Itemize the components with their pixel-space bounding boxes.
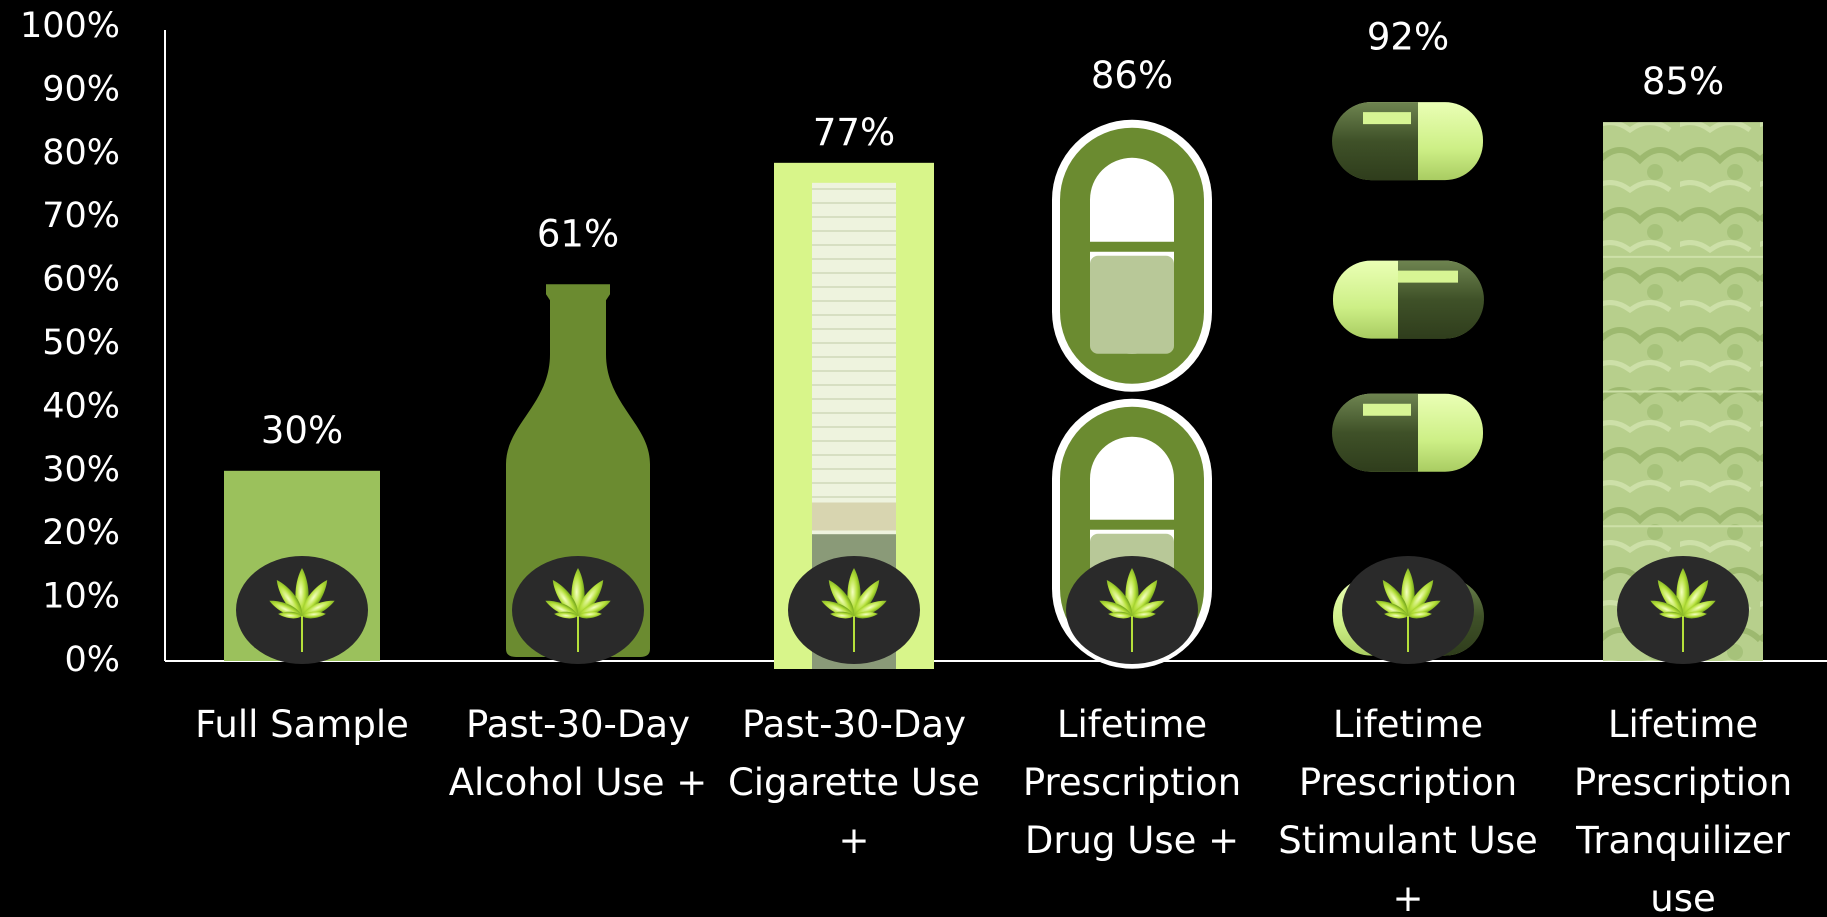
value-label: 85% xyxy=(1642,60,1724,103)
category-label-line: Lifetime xyxy=(1057,703,1207,746)
y-tick-label: 0% xyxy=(64,640,120,680)
bar xyxy=(506,284,650,664)
category-label-line: + xyxy=(1392,877,1423,917)
bar xyxy=(774,162,934,669)
category-label-line: Full Sample xyxy=(195,703,409,746)
pill-divider xyxy=(1090,519,1174,530)
leaf-blade xyxy=(1382,579,1409,616)
bar xyxy=(224,470,380,664)
leaf-blade xyxy=(830,611,854,619)
category-label-line: Stimulant Use xyxy=(1278,819,1538,862)
leaf-blade xyxy=(1132,611,1156,619)
y-tick-label: 20% xyxy=(42,513,120,553)
cannabis-leaf-icon xyxy=(1342,556,1474,664)
value-label: 30% xyxy=(261,409,343,452)
capsule-highlight xyxy=(1398,270,1458,283)
leaf-blade xyxy=(1131,579,1158,616)
leaf-blade xyxy=(554,611,578,619)
value-label: 86% xyxy=(1091,54,1173,97)
bar xyxy=(1603,122,1763,664)
capsule xyxy=(1333,260,1484,339)
leaf-shape xyxy=(1650,568,1716,652)
pill-divider xyxy=(1090,241,1174,252)
bars xyxy=(224,102,1763,669)
value-label: 61% xyxy=(537,212,619,255)
leaf-blade xyxy=(578,611,602,619)
category-label-line: Tranquilizer xyxy=(1575,819,1790,862)
y-tick-label: 70% xyxy=(42,196,120,236)
leaf-blade xyxy=(278,611,302,619)
category-label-line: Cigarette Use xyxy=(728,761,980,804)
y-tick-label: 90% xyxy=(42,69,120,109)
y-tick-label: 30% xyxy=(42,450,120,490)
axes: 0% 10% 20% 30% 40% 50% 60% 70% 80% 90% 100% xyxy=(20,6,1827,680)
category-label: Lifetime Prescription Tranquilizer use xyxy=(1574,703,1792,917)
leaf-shape xyxy=(1099,568,1165,652)
cannabis-leaf-icon xyxy=(236,556,368,664)
category-label: Lifetime Prescription Drug Use + xyxy=(1023,703,1241,862)
cannabis-leaf-icon xyxy=(788,556,920,664)
labels: 30% Full Sample 61% Past-30-Day Alcohol Use … xyxy=(195,16,1792,917)
y-tick-label: 50% xyxy=(42,323,120,363)
leaf-blade xyxy=(828,579,855,616)
leaf-shape xyxy=(821,568,887,652)
leaf-blade xyxy=(853,579,880,616)
leaf-blade xyxy=(1683,611,1707,619)
leaf-blade xyxy=(1384,611,1408,619)
category-label: Past-30-Day Alcohol Use + xyxy=(449,703,708,804)
category-label-line: Past-30-Day xyxy=(466,703,690,746)
bar xyxy=(1052,119,1212,669)
leaf-blade xyxy=(1682,579,1709,616)
category-label-line: Drug Use + xyxy=(1025,819,1239,862)
cannabis-leaf-icon xyxy=(1617,556,1749,664)
leaf-blade xyxy=(1659,611,1683,619)
y-tick-label: 60% xyxy=(42,260,120,300)
capsule-highlight xyxy=(1363,112,1411,125)
y-tick-label: 100% xyxy=(20,6,120,46)
leaf-blade xyxy=(854,611,878,619)
leaf-blade xyxy=(1408,611,1432,619)
y-tick-label: 10% xyxy=(42,577,120,617)
capsule xyxy=(1332,102,1483,181)
leaf-shape xyxy=(545,568,611,652)
leaf-blade xyxy=(1108,611,1132,619)
category-label: Lifetime Prescription Stimulant Use + xyxy=(1278,703,1538,917)
bar xyxy=(1332,102,1484,664)
category-label-line: use xyxy=(1650,877,1716,917)
category-label-line: Prescription xyxy=(1023,761,1241,804)
cannabis-leaf-icon xyxy=(1066,556,1198,664)
category-label-line: Alcohol Use + xyxy=(449,761,708,804)
capsule xyxy=(1332,393,1483,472)
leaf-shape xyxy=(269,568,335,652)
category-label-line: Past-30-Day xyxy=(742,703,966,746)
leaf-blade xyxy=(302,611,326,619)
leaf-blade xyxy=(577,579,604,616)
category-label-line: Prescription xyxy=(1574,761,1792,804)
category-label: Past-30-Day Cigarette Use + xyxy=(728,703,980,862)
leaf-blade xyxy=(1657,579,1684,616)
value-label: 92% xyxy=(1367,16,1449,59)
leaf-blade xyxy=(552,579,579,616)
leaf-shape xyxy=(1375,568,1441,652)
category-label: Full Sample xyxy=(195,703,409,746)
value-label: 77% xyxy=(813,111,895,154)
capsule-highlight xyxy=(1363,403,1411,416)
y-tick-label: 80% xyxy=(42,133,120,173)
cannabis-leaf-icon xyxy=(512,556,644,664)
bottle-shape xyxy=(506,284,650,657)
cigarette-band xyxy=(812,502,896,531)
leaf-blade xyxy=(276,579,303,616)
leaf-blade xyxy=(301,579,328,616)
leaf-blade xyxy=(1106,579,1133,616)
leaf-blade xyxy=(1407,579,1434,616)
category-label-line: Lifetime xyxy=(1608,703,1758,746)
category-label-line: Lifetime xyxy=(1333,703,1483,746)
category-label-line: + xyxy=(838,819,869,862)
y-tick-label: 40% xyxy=(42,386,120,426)
pill-inner-bottom xyxy=(1090,255,1174,354)
category-label-line: Prescription xyxy=(1299,761,1517,804)
pill-outline xyxy=(1052,119,1212,392)
